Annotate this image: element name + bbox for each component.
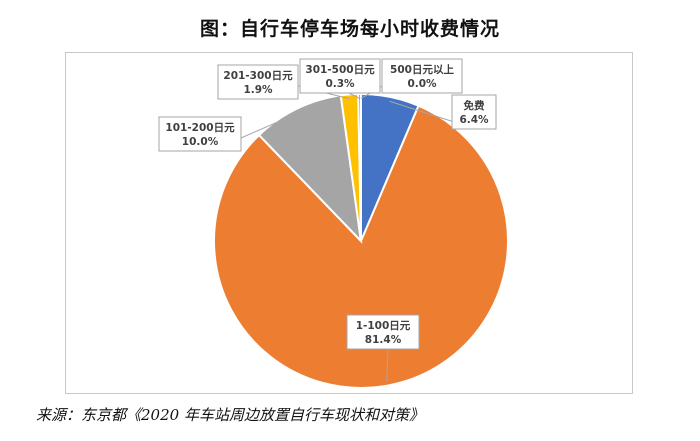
data-label-box-1 [346,314,420,350]
data-label-name-2: 101-200日元 [165,122,235,134]
data-label-name-4: 301-500日元 [305,64,375,76]
data-label-value-2: 10.0% [182,136,219,148]
data-label-value-5: 0.0% [407,78,437,90]
data-label-name-3: 201-300日元 [223,70,293,82]
data-label-4: 301-500日元 0.3% [299,58,381,94]
data-label-3: 201-300日元 1.9% [217,64,299,100]
data-label-value-1: 81.4% [365,334,402,346]
pie-slice-1 [213,104,509,389]
data-label-box-0 [451,94,497,130]
data-label-box-2 [158,116,242,152]
data-label-name-0: 免费 [464,99,485,112]
leader-line-2 [240,112,299,139]
data-label-2: 101-200日元 10.0% [158,116,242,152]
data-label-value-3: 1.9% [243,84,273,96]
labels-layer: 免费 6.4% 1-100日元 81.4% 101-200日元 10.0% 201-300日… [158,58,497,350]
source-note: 来源：东京都《2020 年车站周边放置自行车现状和对策》 [36,406,424,424]
data-label-0: 免费 6.4% [451,94,497,130]
data-label-value-4: 0.3% [325,78,355,90]
data-label-name-1: 1-100日元 [356,320,411,332]
page-title: 图：自行车停车场每小时收费情况 [199,18,500,40]
data-label-box-3 [217,64,299,100]
data-label-name-5: 500日元以上 [390,63,454,76]
data-label-box-5 [381,58,463,94]
pie-chart: 免费 6.4% 1-100日元 81.4% 101-200日元 10.0% 201-300日… [158,58,509,389]
slices-layer [213,92,509,389]
leader-line-1 [386,348,389,382]
data-label-1: 1-100日元 81.4% [346,314,420,350]
chart-frame: 免费 6.4% 1-100日元 81.4% 101-200日元 10.0% 201-300日… [65,52,633,394]
data-label-value-0: 6.4% [459,114,489,126]
data-label-5: 500日元以上 0.0% [381,58,463,94]
pie-slice-4 [357,92,362,242]
data-label-box-4 [299,58,381,94]
leader-line-4 [348,92,360,99]
